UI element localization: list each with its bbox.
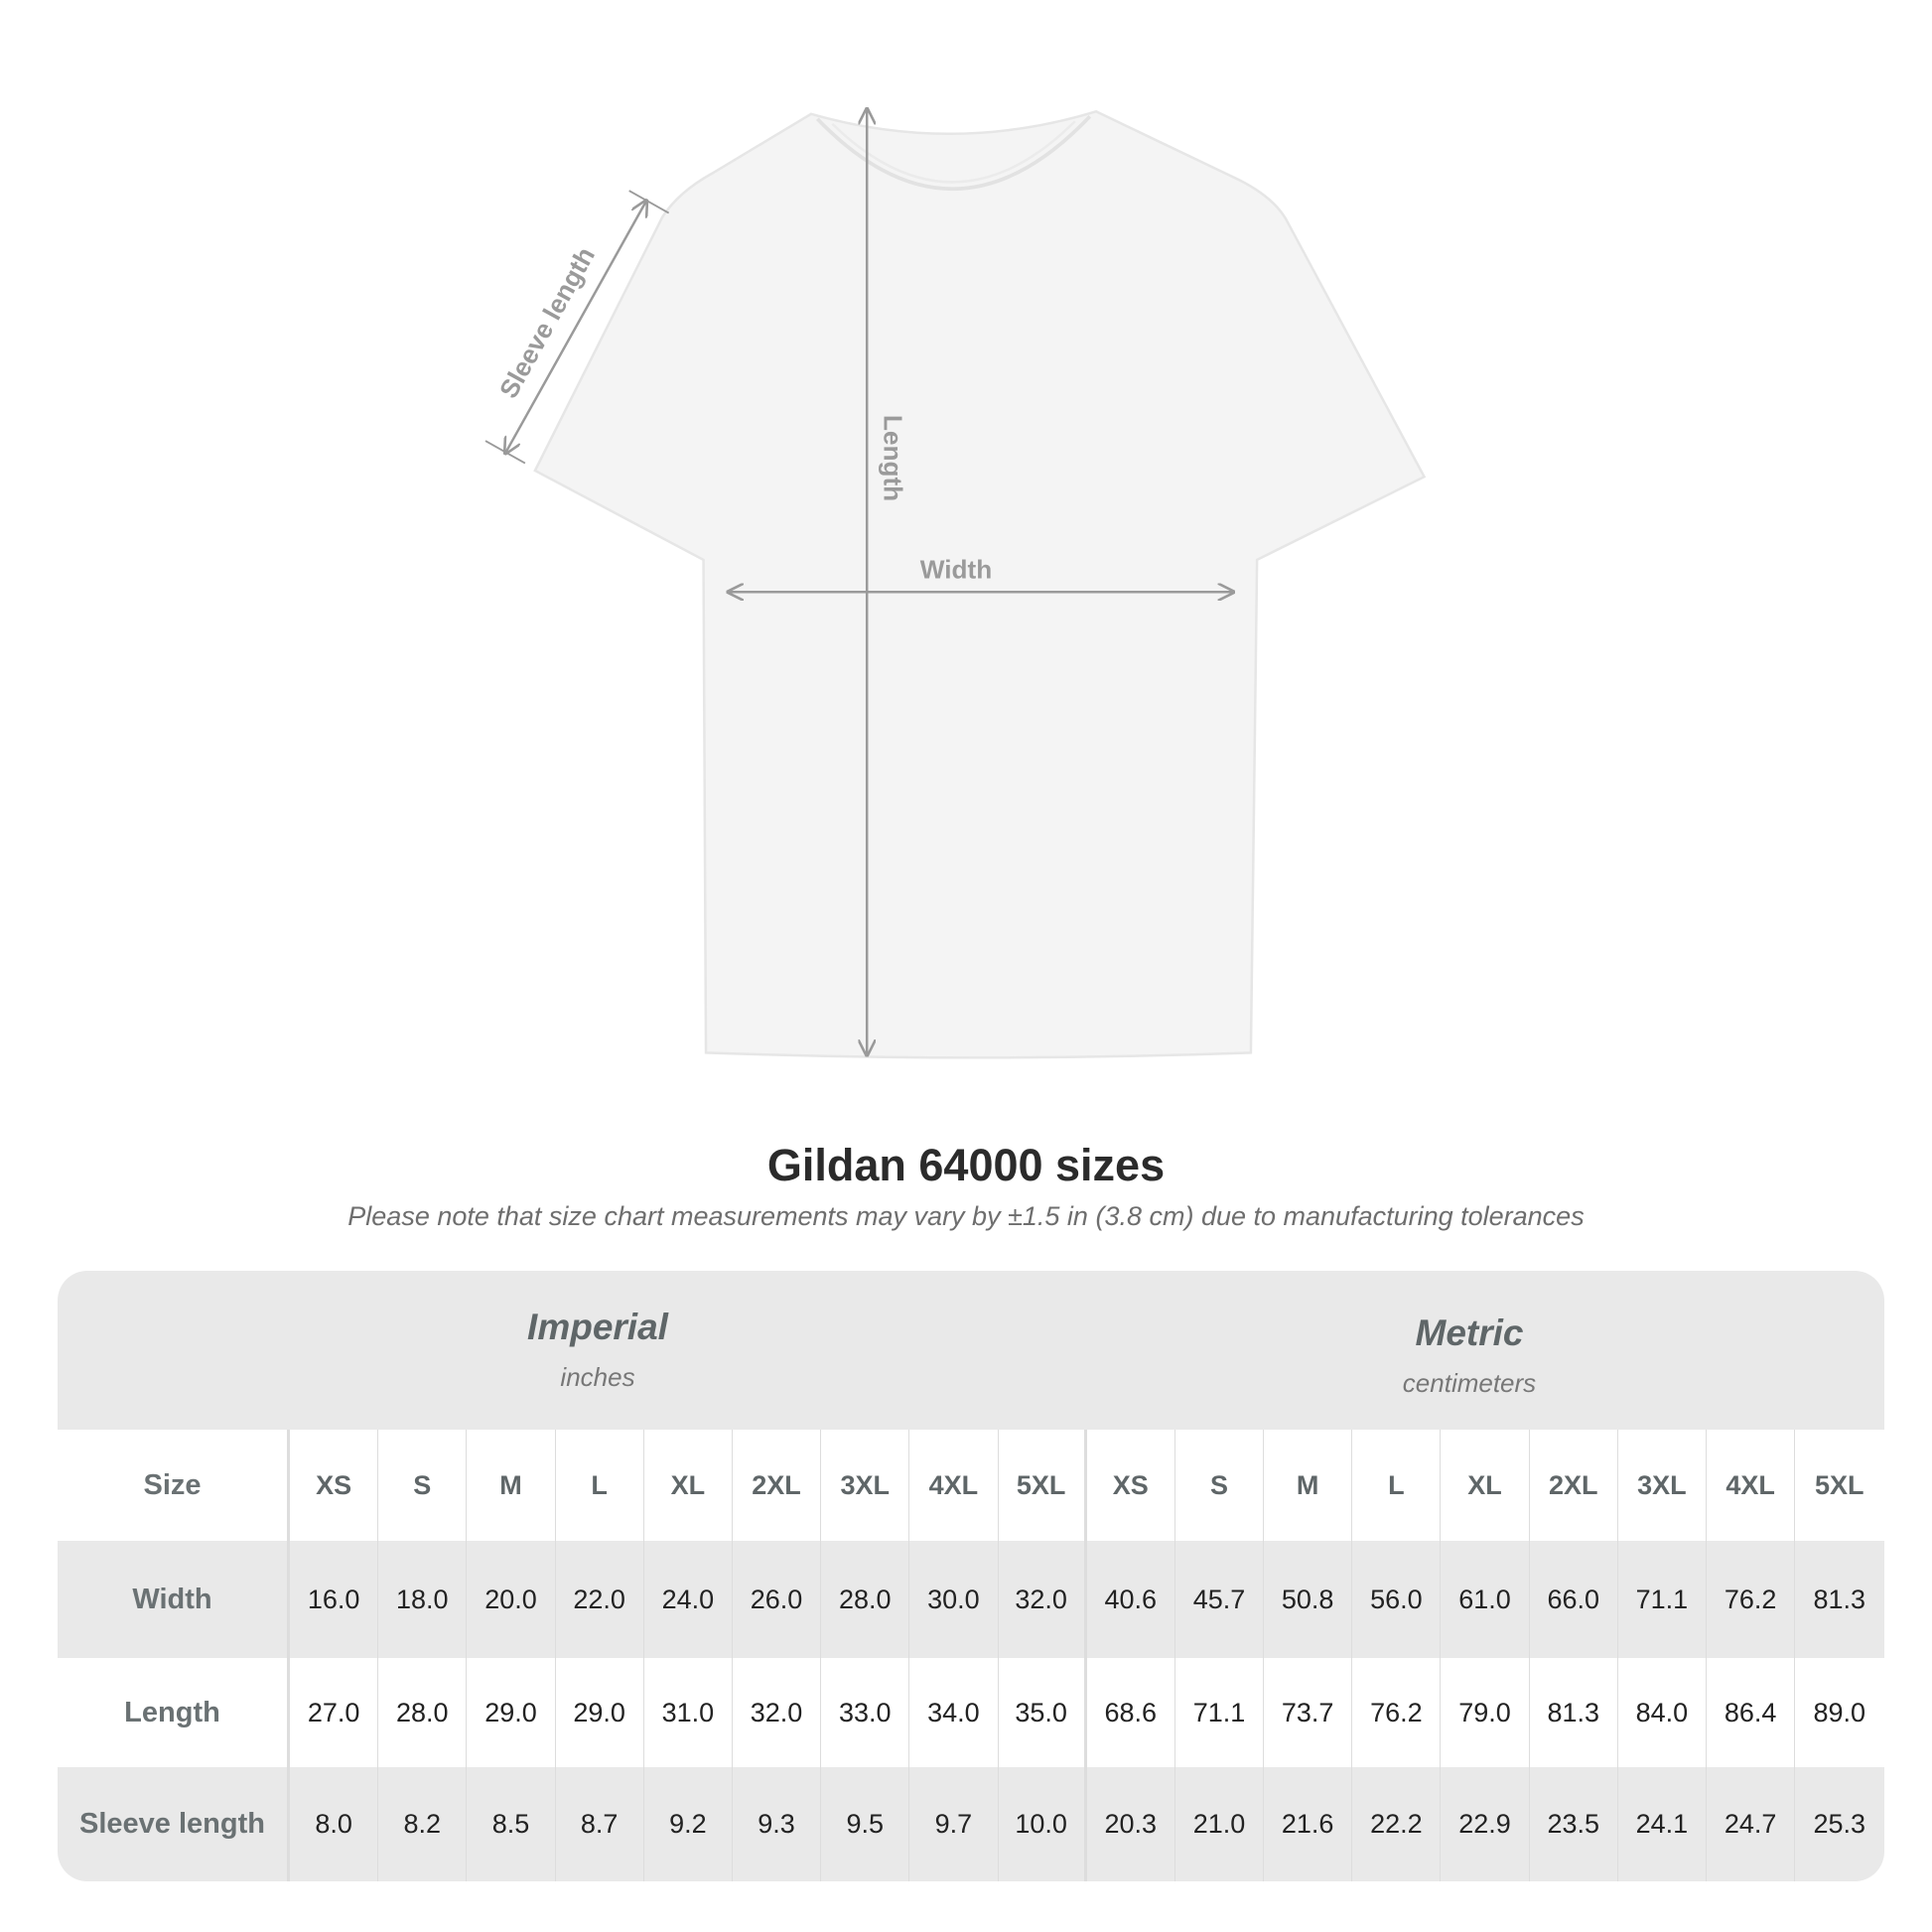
table-cell-imperial: 34.0 [909, 1658, 999, 1767]
metric-header: Metric centimeters [1172, 1312, 1767, 1399]
table-cell-imperial: 8.7 [556, 1767, 644, 1881]
table-row: Width 16.0 18.0 20.0 22.0 24.0 26.0 28.0 30.0 32.… [58, 1541, 1884, 1658]
table-cell-imperial: 32.0 [999, 1541, 1087, 1658]
table-cell-imperial: 9.7 [909, 1767, 999, 1881]
table-cell-imperial: 27.0 [290, 1658, 379, 1767]
table-row: Length 27.0 28.0 29.0 29.0 31.0 32.0 33.0 34.0 35… [58, 1658, 1884, 1767]
size-header-metric: 4XL [1707, 1430, 1796, 1541]
table-cell-imperial: 8.2 [378, 1767, 468, 1881]
tshirt-shape [533, 109, 1427, 1059]
row-label: Sleeve length [58, 1767, 290, 1881]
imperial-title: Imperial [527, 1307, 668, 1347]
table-cell-metric: 24.1 [1618, 1767, 1707, 1881]
metric-unit: centimeters [1402, 1368, 1537, 1398]
size-header-metric: 3XL [1618, 1430, 1707, 1541]
table-cell-metric: 71.1 [1618, 1541, 1707, 1658]
table-cell-imperial: 8.0 [290, 1767, 379, 1881]
size-header-metric: XS [1087, 1430, 1175, 1541]
imperial-unit: inches [560, 1362, 635, 1392]
table-cell-metric: 76.2 [1352, 1658, 1442, 1767]
size-header-imperial: 3XL [821, 1430, 910, 1541]
table-cell-imperial: 20.0 [467, 1541, 556, 1658]
size-header-metric: L [1352, 1430, 1442, 1541]
table-cell-imperial: 30.0 [909, 1541, 999, 1658]
table-cell-imperial: 24.0 [644, 1541, 733, 1658]
size-header-metric: 2XL [1530, 1430, 1618, 1541]
size-header-imperial: 2XL [733, 1430, 822, 1541]
size-header-metric: M [1264, 1430, 1353, 1541]
table-cell-metric: 24.7 [1707, 1767, 1796, 1881]
table-cell-metric: 79.0 [1441, 1658, 1530, 1767]
table-cell-metric: 25.3 [1813, 1809, 1866, 1839]
size-header-metric: S [1175, 1430, 1265, 1541]
row-label: Size [58, 1430, 290, 1541]
size-header-imperial: 5XL [999, 1430, 1087, 1541]
sleeve-arrow [505, 201, 646, 453]
size-header-imperial: L [556, 1430, 644, 1541]
imperial-header: Imperial inches [300, 1307, 896, 1393]
table-cell-imperial: 9.3 [733, 1767, 822, 1881]
table-cell-metric: 66.0 [1530, 1541, 1618, 1658]
table-cell-metric: 21.0 [1175, 1767, 1265, 1881]
size-header-metric: XL [1441, 1430, 1530, 1541]
width-label: Width [920, 555, 992, 585]
table-cell-imperial: 33.0 [821, 1658, 910, 1767]
tolerance-note: Please note that size chart measurements… [347, 1201, 1585, 1231]
table-cell-imperial: 29.0 [556, 1658, 644, 1767]
table-cell-metric: 22.2 [1352, 1767, 1442, 1881]
table-cell-metric: 84.0 [1618, 1658, 1707, 1767]
table-cell-metric: 50.8 [1264, 1541, 1353, 1658]
table-cell-imperial: 9.2 [644, 1767, 733, 1881]
table-cell-metric: 73.7 [1264, 1658, 1353, 1767]
table-cell-imperial: 35.0 [999, 1658, 1087, 1767]
table-cell-imperial: 28.0 [378, 1658, 468, 1767]
table-cell-metric: 81.3 [1530, 1658, 1618, 1767]
row-label: Length [58, 1658, 290, 1767]
table-cell-imperial: 31.0 [644, 1658, 733, 1767]
table-cell-imperial: 28.0 [821, 1541, 910, 1658]
table-cell-imperial: 22.0 [556, 1541, 644, 1658]
table-cell-imperial: 16.0 [290, 1541, 379, 1658]
table-cell-metric: 45.7 [1175, 1541, 1265, 1658]
table-cell-metric: 81.3 [1813, 1584, 1866, 1614]
table-cell-imperial: 10.0 [999, 1767, 1087, 1881]
table-cell-metric: 76.2 [1707, 1541, 1796, 1658]
size-header-metric: 5XL [1815, 1469, 1864, 1500]
table-cell-metric: 22.9 [1441, 1767, 1530, 1881]
table-cell-imperial: 32.0 [733, 1658, 822, 1767]
table-cell-metric: 40.6 [1087, 1541, 1175, 1658]
table-cell-imperial: 9.5 [821, 1767, 910, 1881]
table-cell-metric: 86.4 [1707, 1658, 1796, 1767]
table-cell-metric: 23.5 [1530, 1767, 1618, 1881]
table-header-band: Imperial inches Metric centimeters [58, 1271, 1884, 1430]
metric-title: Metric [1415, 1312, 1524, 1353]
table-cell-imperial: 29.0 [467, 1658, 556, 1767]
table-cell-metric: 89.0 [1813, 1697, 1866, 1727]
table-cell-imperial: 18.0 [378, 1541, 468, 1658]
size-table: Imperial inches Metric centimeters Size X… [58, 1271, 1884, 1881]
table-row: Sleeve length 8.0 8.2 8.5 8.7 9.2 9.3 9.5 9.7 10.… [58, 1767, 1884, 1881]
table-cell-metric: 71.1 [1175, 1658, 1265, 1767]
page-title: Gildan 64000 sizes [766, 1140, 1166, 1190]
length-label: Length [879, 415, 908, 501]
row-label: Width [58, 1541, 290, 1658]
table-cell-metric: 61.0 [1441, 1541, 1530, 1658]
table-cell-metric: 68.6 [1087, 1658, 1175, 1767]
table-cell-metric: 56.0 [1352, 1541, 1442, 1658]
size-header-row: Size XS S M L XL 2XL 3XL 4XL 5XL XS S M L XL 2XL 3XL 4XL 5… [58, 1430, 1884, 1541]
size-header-imperial: M [467, 1430, 556, 1541]
table-cell-imperial: 26.0 [733, 1541, 822, 1658]
table-cell-imperial: 8.5 [467, 1767, 556, 1881]
size-header-imperial: XL [644, 1430, 733, 1541]
size-header-imperial: XS [290, 1430, 379, 1541]
table-cell-metric: 20.3 [1087, 1767, 1175, 1881]
table-cell-metric: 21.6 [1264, 1767, 1353, 1881]
size-header-imperial: S [378, 1430, 468, 1541]
size-header-imperial: 4XL [909, 1430, 999, 1541]
